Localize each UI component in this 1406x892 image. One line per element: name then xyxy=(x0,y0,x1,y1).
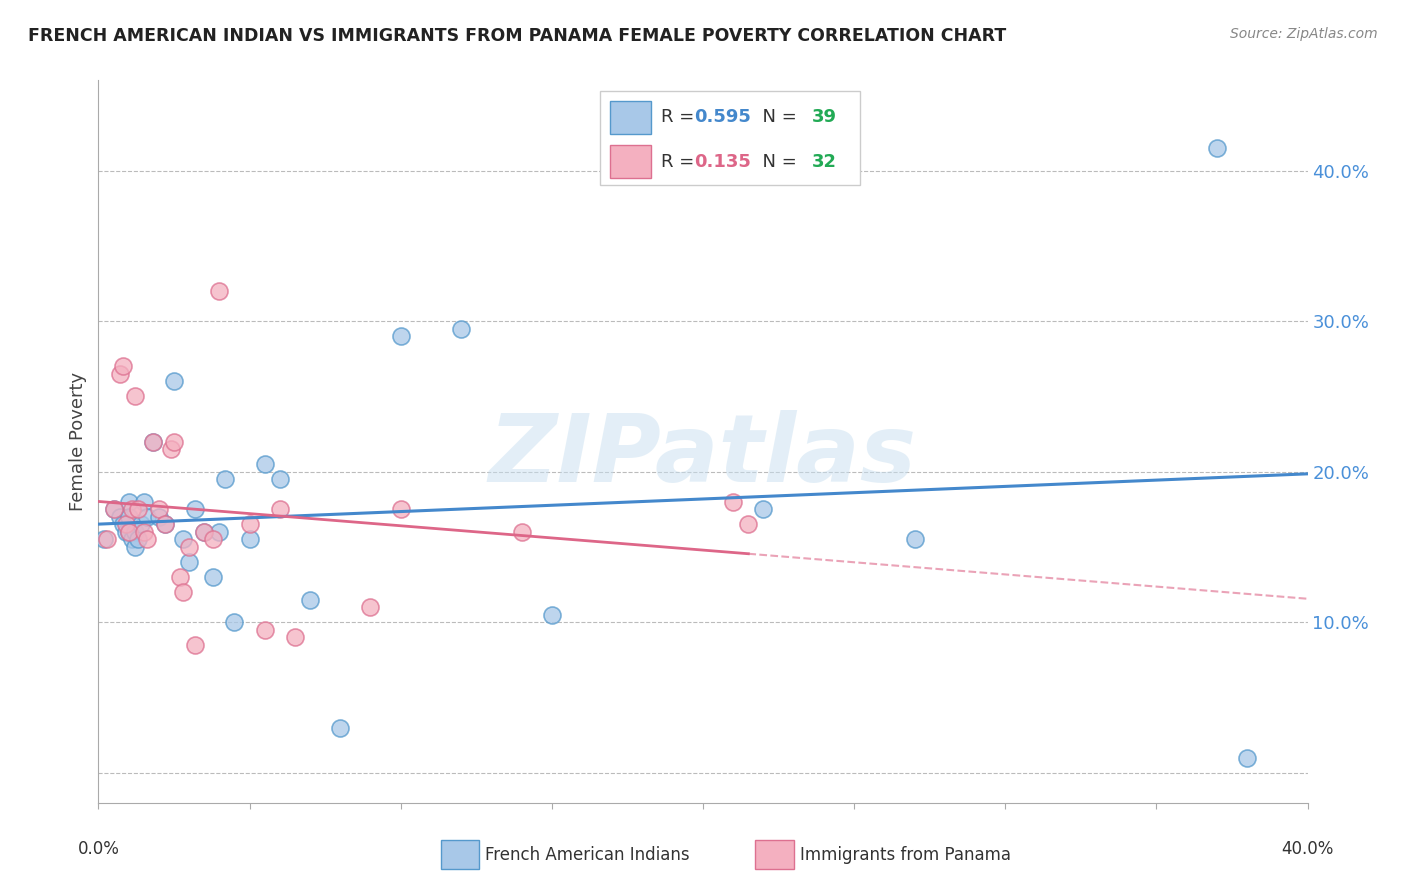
Point xyxy=(389,502,412,516)
Text: 0.595: 0.595 xyxy=(695,109,751,127)
Point xyxy=(723,494,745,508)
Point xyxy=(214,472,236,486)
Point xyxy=(114,524,136,539)
Point xyxy=(118,509,141,524)
Point xyxy=(160,442,183,456)
Point xyxy=(184,638,207,652)
Point xyxy=(172,585,194,599)
Point xyxy=(269,502,291,516)
Point xyxy=(148,509,170,524)
Point xyxy=(208,524,231,539)
Point xyxy=(153,517,176,532)
Point xyxy=(124,389,146,403)
Point xyxy=(253,457,276,471)
Point xyxy=(193,524,215,539)
Point xyxy=(153,517,176,532)
Point xyxy=(179,540,201,554)
Text: Immigrants from Panama: Immigrants from Panama xyxy=(800,846,1011,863)
FancyBboxPatch shape xyxy=(440,840,479,870)
Point xyxy=(540,607,562,622)
Point xyxy=(127,502,149,516)
Point xyxy=(737,517,759,532)
Text: N =: N = xyxy=(751,153,803,170)
FancyBboxPatch shape xyxy=(600,91,860,185)
Point xyxy=(510,524,533,539)
Text: FRENCH AMERICAN INDIAN VS IMMIGRANTS FROM PANAMA FEMALE POVERTY CORRELATION CHAR: FRENCH AMERICAN INDIAN VS IMMIGRANTS FRO… xyxy=(28,27,1007,45)
Point xyxy=(142,434,165,449)
Point xyxy=(111,517,134,532)
Text: R =: R = xyxy=(661,153,700,170)
Point xyxy=(284,630,307,644)
Point xyxy=(114,517,136,532)
Point xyxy=(111,359,134,374)
Point xyxy=(118,524,141,539)
Point xyxy=(202,570,225,584)
Point xyxy=(360,600,382,615)
Text: N =: N = xyxy=(751,109,803,127)
Point xyxy=(169,570,191,584)
Point xyxy=(108,367,131,381)
Point xyxy=(269,472,291,486)
Point xyxy=(752,502,775,516)
Point xyxy=(103,502,125,516)
Point xyxy=(118,494,141,508)
Point xyxy=(179,555,201,569)
Text: 39: 39 xyxy=(811,109,837,127)
Point xyxy=(904,533,927,547)
Point xyxy=(127,533,149,547)
Point xyxy=(124,540,146,554)
Text: 32: 32 xyxy=(811,153,837,170)
Point xyxy=(329,721,352,735)
Point xyxy=(103,502,125,516)
Point xyxy=(132,494,155,508)
Point xyxy=(253,623,276,637)
Point xyxy=(142,434,165,449)
Point xyxy=(118,524,141,539)
Point xyxy=(163,375,186,389)
Point xyxy=(135,533,157,547)
Text: ZIPatlas: ZIPatlas xyxy=(489,410,917,502)
Point xyxy=(389,329,412,343)
Point xyxy=(121,502,143,516)
Point xyxy=(96,533,118,547)
Point xyxy=(121,533,143,547)
Point xyxy=(299,592,322,607)
FancyBboxPatch shape xyxy=(610,145,651,178)
Point xyxy=(163,434,186,449)
Point xyxy=(132,524,155,539)
Point xyxy=(135,509,157,524)
FancyBboxPatch shape xyxy=(610,101,651,134)
Text: 0.135: 0.135 xyxy=(695,153,751,170)
Point xyxy=(184,502,207,516)
Point xyxy=(108,509,131,524)
Text: French American Indians: French American Indians xyxy=(485,846,690,863)
Point xyxy=(124,524,146,539)
Y-axis label: Female Poverty: Female Poverty xyxy=(69,372,87,511)
Point xyxy=(129,517,152,532)
Point xyxy=(239,533,262,547)
Point xyxy=(224,615,246,630)
Text: Source: ZipAtlas.com: Source: ZipAtlas.com xyxy=(1230,27,1378,41)
Point xyxy=(202,533,225,547)
Point xyxy=(1206,141,1229,155)
Point xyxy=(1236,750,1258,764)
Point xyxy=(193,524,215,539)
Point xyxy=(93,533,115,547)
Point xyxy=(148,502,170,516)
Point xyxy=(239,517,262,532)
Text: 40.0%: 40.0% xyxy=(1281,840,1334,858)
Point xyxy=(172,533,194,547)
Point xyxy=(208,284,231,298)
Text: 0.0%: 0.0% xyxy=(77,840,120,858)
Text: R =: R = xyxy=(661,109,700,127)
Point xyxy=(450,321,472,335)
FancyBboxPatch shape xyxy=(755,840,794,870)
